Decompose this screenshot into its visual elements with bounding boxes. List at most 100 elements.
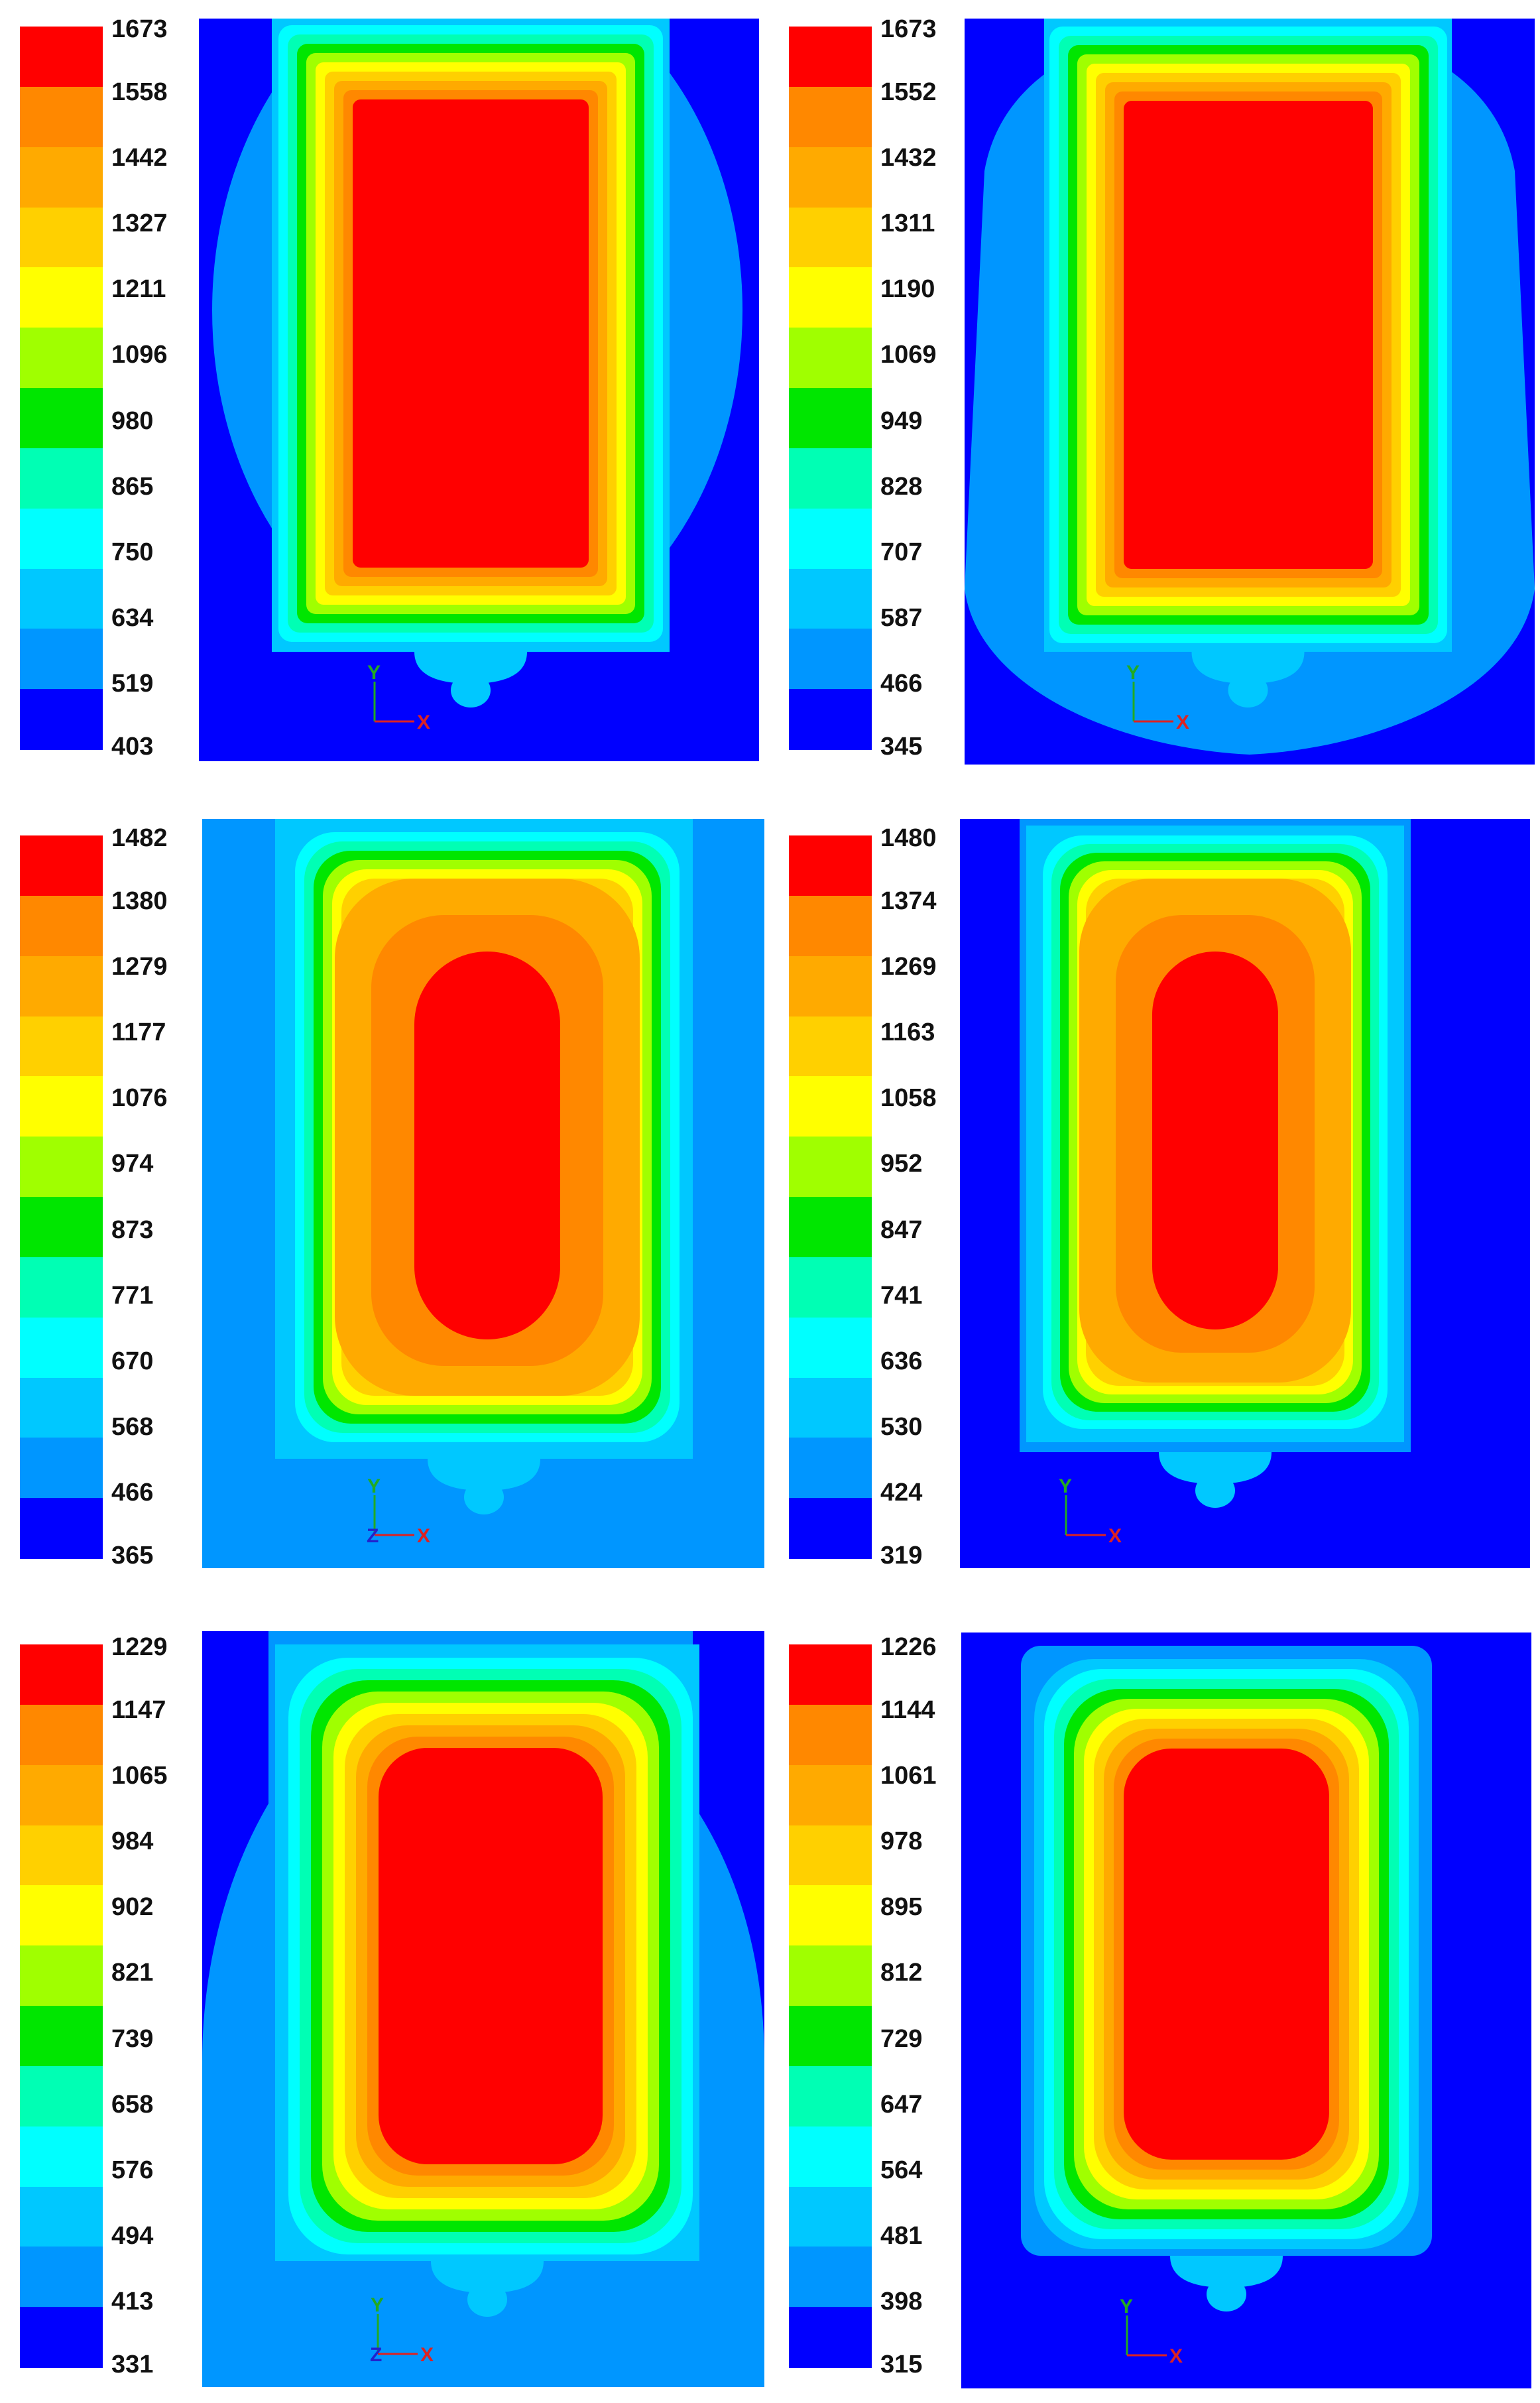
legend-swatch <box>19 2006 103 2067</box>
legend-swatch <box>19 1076 103 1138</box>
legend-label: 1190 <box>880 275 935 304</box>
legend-label: 847 <box>880 1215 923 1244</box>
sprue-tab <box>431 2261 544 2293</box>
legend-swatch <box>788 388 872 449</box>
legend-label: 821 <box>111 1959 154 1987</box>
sprue-knob <box>1207 2277 1246 2311</box>
legend-swatch <box>788 2186 872 2248</box>
legend-swatch <box>788 689 872 750</box>
legend-swatch <box>788 1885 872 1947</box>
legend-swatch <box>788 1764 872 1826</box>
legend-label: 1380 <box>111 887 168 916</box>
legend-swatch <box>788 2126 872 2187</box>
legend-label: 658 <box>111 2090 154 2119</box>
legend-label: 1432 <box>880 144 937 172</box>
legend-swatch <box>788 207 872 269</box>
legend-label: 1279 <box>111 953 168 981</box>
legend-label: 771 <box>111 1281 154 1310</box>
legend-label: 978 <box>880 1827 923 1856</box>
panel-bottom-right: 1226 1144 1061 978 895 812 729 647 564 481 398 315 … <box>769 1618 1540 2403</box>
x-axis-letter: X <box>1176 711 1189 733</box>
legend-label: 1552 <box>880 78 937 107</box>
z-axis-letter: Z <box>370 2344 382 2366</box>
legend-swatch <box>788 1644 872 1705</box>
legend-label: 576 <box>111 2156 154 2184</box>
legend-swatch <box>19 1137 103 1198</box>
panel-middle-right: 1480 1374 1269 1163 1058 952 847 741 636 530 424 31… <box>769 809 1540 1578</box>
y-axis-letter: Y <box>1059 1475 1072 1497</box>
color-legend: 1226 1144 1061 978 895 812 729 647 564 481 398 315 <box>788 1634 986 2377</box>
legend-label: 519 <box>111 669 154 698</box>
axis-triad: YX <box>1126 662 1189 733</box>
legend-label: 530 <box>880 1412 923 1441</box>
legend-label: 1480 <box>880 824 937 852</box>
contour-band <box>379 1748 603 2164</box>
legend-label: 481 <box>880 2221 923 2250</box>
legend-swatch <box>19 1704 103 1766</box>
sprue-tab <box>1170 2256 1283 2288</box>
legend-label: 1177 <box>111 1018 166 1047</box>
legend-swatch <box>19 27 103 88</box>
legend-swatch <box>19 1498 103 1559</box>
legend-swatch <box>788 2006 872 2067</box>
legend-swatch <box>19 328 103 389</box>
sprue-knob <box>1195 1473 1235 1508</box>
color-legend: 1482 1380 1279 1177 1076 974 873 771 670 568 466 36… <box>19 826 217 1568</box>
legend-swatch <box>19 508 103 570</box>
legend-label: 636 <box>880 1347 923 1375</box>
y-axis-letter: Y <box>371 2294 384 2316</box>
legend-label: 980 <box>111 406 154 435</box>
contour-svg: YX <box>199 19 759 761</box>
legend-swatch <box>19 1016 103 1078</box>
legend-label: 741 <box>880 1281 923 1310</box>
legend-swatch <box>788 86 872 148</box>
legend-label: 729 <box>880 2024 923 2053</box>
legend-swatch <box>788 1438 872 1499</box>
contour-svg: YX <box>965 19 1535 765</box>
legend-label: 315 <box>880 2351 923 2378</box>
sprue-tab <box>414 652 527 684</box>
sprue-knob <box>451 673 491 708</box>
legend-label: 873 <box>111 1215 154 1244</box>
legend-label: 670 <box>111 1347 154 1375</box>
legend-swatch <box>19 2307 103 2368</box>
legend-label: 1374 <box>880 887 937 916</box>
contour-core <box>1152 952 1278 1329</box>
color-legend: 1673 1552 1432 1311 1190 1069 949 828 707 587 466 3… <box>788 17 986 759</box>
legend-label: 895 <box>880 1893 923 1922</box>
legend-swatch <box>788 568 872 630</box>
legend-label: 984 <box>111 1827 154 1856</box>
contour-svg: Y X Z <box>202 819 764 1568</box>
z-axis-letter: Z <box>367 1525 379 1547</box>
axis-triad: YX <box>1059 1475 1122 1547</box>
legend-swatch <box>788 1197 872 1258</box>
legend-label: 413 <box>111 2287 154 2315</box>
legend-label: 587 <box>880 603 923 632</box>
x-axis-letter: X <box>1108 1525 1122 1547</box>
legend-label: 1076 <box>111 1084 168 1113</box>
sprue-knob <box>467 2282 507 2317</box>
axis-triad: Y X Z <box>370 2294 434 2366</box>
legend-swatch <box>19 1317 103 1379</box>
contour-svg: Y X Z <box>202 1631 764 2387</box>
legend-label: 365 <box>111 1542 154 1570</box>
legend-label: 1096 <box>111 341 168 369</box>
legend-label: 345 <box>880 733 923 761</box>
contour-svg: YX <box>960 819 1530 1568</box>
legend-label: 1144 <box>880 1696 935 1725</box>
legend-label: 466 <box>111 1478 154 1507</box>
legend-swatch <box>19 955 103 1017</box>
legend-swatch <box>788 1076 872 1138</box>
legend-swatch <box>19 1257 103 1318</box>
legend-swatch <box>788 1016 872 1078</box>
legend-label: 331 <box>111 2351 154 2378</box>
axis-triad: YX <box>1120 2296 1183 2367</box>
legend-swatch <box>19 147 103 208</box>
contour-svg: YX <box>961 1633 1531 2388</box>
axis-triad: YX <box>367 662 430 733</box>
panel-top-right: 1673 1552 1432 1311 1190 1069 949 828 707 587 466 3… <box>769 0 1540 769</box>
legend-swatch <box>19 1945 103 2006</box>
legend-label: 1673 <box>111 15 168 43</box>
